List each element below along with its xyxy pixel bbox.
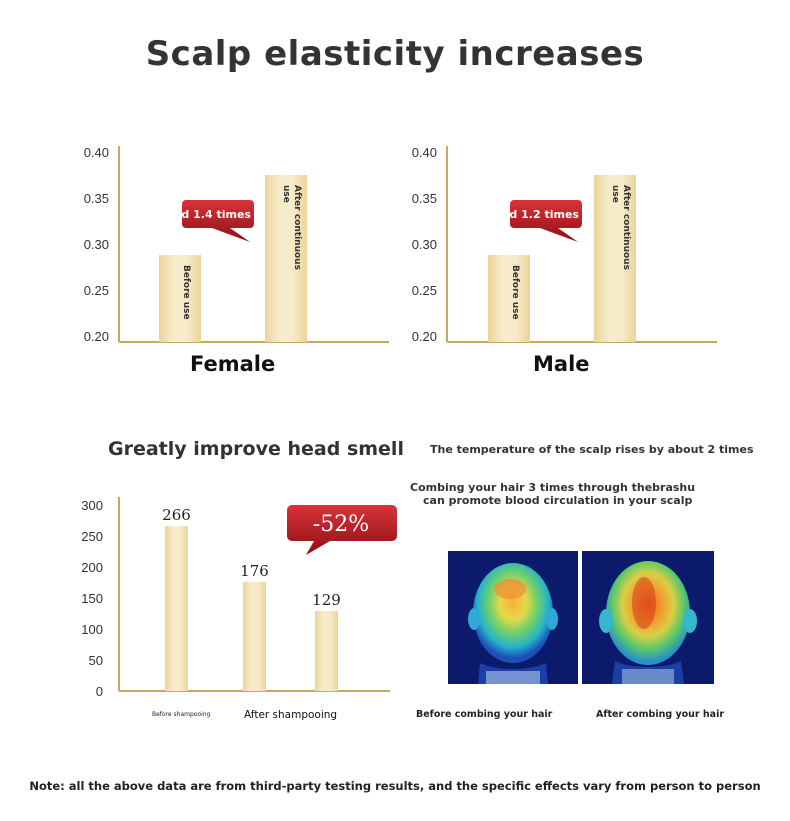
y-tick-label: 0	[96, 684, 103, 699]
temperature-title: The temperature of the scalp rises by ab…	[430, 443, 754, 456]
y-tick-label: 0.20	[412, 329, 437, 344]
y-tick-label: 200	[81, 560, 103, 575]
y-tick-label: 100	[81, 622, 103, 637]
thermal-image-after	[582, 551, 714, 684]
bar-before	[488, 255, 530, 342]
bar-label: After continuoususe	[281, 185, 302, 270]
y-tick-label: 0.40	[84, 145, 109, 160]
y-tick-label: 0.25	[412, 283, 437, 298]
y-tick-label: 50	[89, 653, 103, 668]
callout-text: -52%	[313, 512, 369, 537]
after-combing-caption: After combing your hair	[596, 709, 725, 720]
head-thermal-icon	[448, 551, 578, 684]
y-tick-label: 0.25	[84, 283, 109, 298]
before-combing-caption: Before combing your hair	[416, 709, 553, 720]
thermal-image-before	[448, 551, 578, 684]
bar-value-label: 176	[240, 562, 269, 580]
footnote: Note: all the above data are from third-…	[29, 779, 761, 793]
y-tick-label: 0.35	[84, 191, 109, 206]
y-tick-label: 0.30	[84, 237, 109, 252]
male-chart-svg: 0.40 0.35 0.30 0.25 0.20 Before use After cont…	[412, 145, 717, 344]
y-tick-label: 0.40	[412, 145, 437, 160]
y-tick-label: 250	[81, 529, 103, 544]
head-thermal-icon	[582, 551, 714, 684]
comb-description-line2: can promote blood circulation in your sc…	[423, 494, 693, 507]
y-tick-label: 0.20	[84, 329, 109, 344]
bar-label: Before use	[510, 265, 520, 320]
page-title: Scalp elasticity increases	[145, 34, 645, 74]
female-label: Female	[190, 352, 276, 376]
x-category-label: Before shampooing	[152, 711, 211, 718]
callout-badge	[287, 505, 397, 555]
bar-value-label: 266	[162, 506, 191, 524]
y-tick-label: 300	[81, 498, 103, 513]
smell-bar	[315, 611, 338, 691]
comb-description-line1: Combing your hair 3 times through thebra…	[410, 481, 696, 494]
bar-label: Before use	[181, 265, 191, 320]
y-tick-label: 150	[81, 591, 103, 606]
y-tick-label: 0.35	[412, 191, 437, 206]
bar-before	[159, 255, 201, 342]
bar-after	[265, 175, 307, 342]
smell-bar	[243, 581, 266, 691]
callout-text: Add 1.4 times	[165, 208, 251, 221]
x-category-label: After shampooing	[244, 709, 337, 721]
y-tick-label: 0.30	[412, 237, 437, 252]
female-chart-svg: 0.40 0.35 0.30 0.25 0.20 Before use After cont…	[84, 145, 389, 344]
bar-label: After continuoususe	[610, 185, 631, 270]
callout-text: Add 1.2 times	[493, 208, 579, 221]
callout-badge	[166, 200, 254, 242]
callout-badge	[494, 200, 582, 242]
smell-chart-title: Greatly improve head smell	[108, 438, 404, 460]
bar-value-label: 129	[312, 591, 341, 609]
bar-after	[594, 175, 636, 342]
male-label: Male	[533, 352, 590, 376]
smell-bar	[165, 526, 188, 691]
